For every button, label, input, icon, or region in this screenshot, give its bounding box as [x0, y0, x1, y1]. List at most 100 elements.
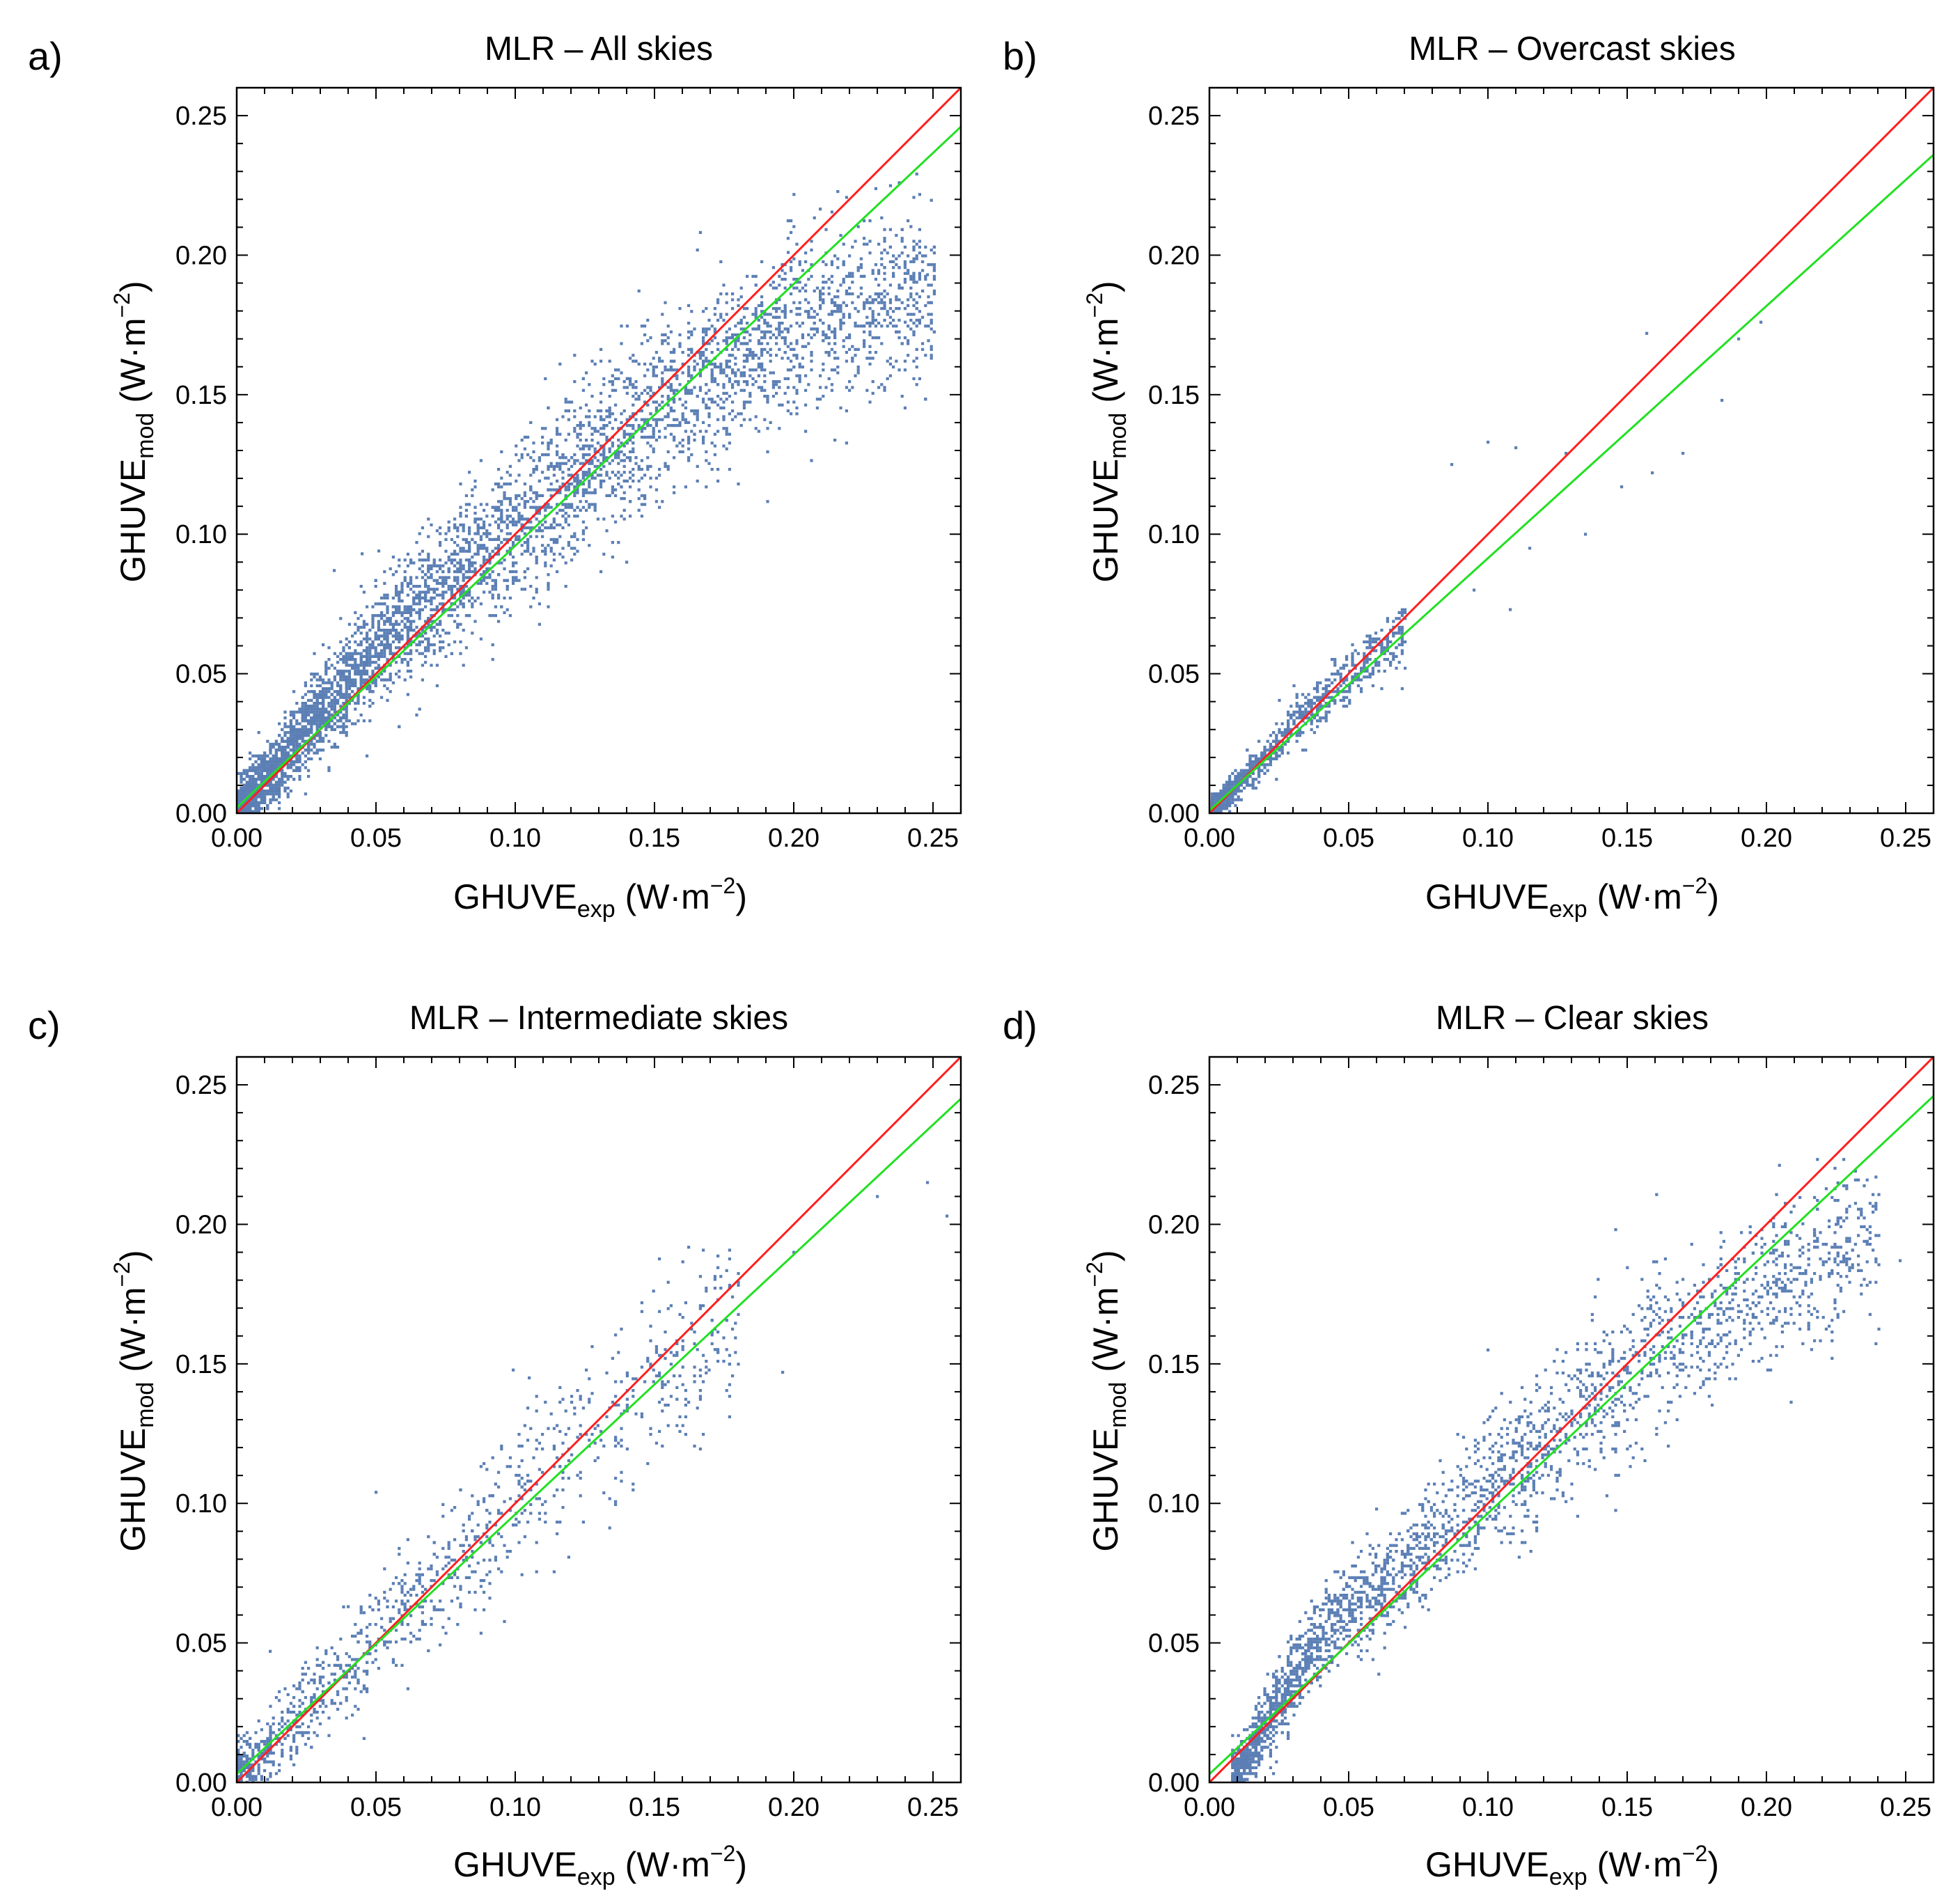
scatter-point [605, 529, 609, 533]
scatter-point [719, 371, 723, 375]
scatter-point [751, 274, 755, 278]
scatter-point [485, 515, 489, 518]
scatter-point [515, 523, 518, 526]
scatter-point [588, 415, 591, 418]
scatter-point [608, 494, 611, 497]
scatter-point [242, 807, 246, 810]
scatter-point [681, 450, 684, 453]
scatter-point [593, 447, 597, 450]
scatter-point [383, 622, 386, 626]
scatter-point [547, 464, 550, 468]
scatter-point [921, 315, 925, 319]
scatter-point [558, 508, 562, 512]
scatter-point [307, 713, 311, 716]
scatter-point [345, 690, 348, 693]
scatter-point [792, 225, 796, 228]
scatter-point [675, 424, 679, 428]
scatter-point [517, 459, 521, 462]
scatter-point [459, 547, 462, 550]
scatter-point [500, 541, 503, 544]
scatter-point [652, 366, 655, 369]
scatter-point [599, 479, 603, 483]
scatter-point [549, 547, 553, 550]
scatter-point [263, 769, 267, 772]
scatter-point [301, 739, 304, 743]
scatter-point [386, 687, 389, 691]
scatter-point [508, 515, 512, 518]
scatter-point [251, 810, 255, 813]
scatter-point [664, 368, 667, 372]
scatter-point [485, 547, 489, 550]
scatter-point [304, 681, 307, 684]
scatter-point [366, 687, 369, 691]
scatter-point [687, 389, 691, 392]
scatter-point [819, 318, 822, 322]
scatter-point [430, 564, 433, 567]
scatter-point [339, 725, 343, 728]
scatter-point [415, 611, 418, 614]
scatter-point [810, 368, 813, 372]
scatter-point [877, 269, 881, 272]
scatter-point [447, 520, 450, 524]
scatter-point [702, 400, 705, 404]
scatter-point [330, 664, 334, 667]
scatter-point [471, 602, 474, 606]
scatter-point [915, 347, 918, 351]
scatter-point [719, 406, 723, 409]
scatter-point [251, 766, 255, 769]
scatter-point [389, 629, 392, 632]
scatter-point [754, 427, 758, 430]
scatter-point [368, 649, 372, 652]
scatter-point [930, 198, 933, 202]
scatter-point [815, 286, 819, 290]
scatter-point [322, 722, 325, 726]
scatter-point [673, 485, 676, 489]
scatter-point [848, 292, 852, 296]
scatter-point [292, 710, 296, 714]
scatter-point [696, 249, 699, 252]
scatter-point [292, 716, 296, 720]
scatter-point [775, 301, 778, 304]
scatter-point [769, 330, 772, 334]
scatter-point [283, 775, 287, 778]
scatter-point [418, 599, 421, 603]
scatter-point [339, 705, 343, 708]
scatter-point [520, 552, 524, 556]
scatter-point [851, 292, 854, 296]
scatter-point [690, 351, 693, 354]
scatter-point [520, 517, 524, 521]
scatter-point [877, 283, 881, 287]
scatter-point [658, 359, 661, 363]
scatter-point [713, 336, 716, 340]
scatter-point [383, 646, 386, 650]
scatter-point [345, 654, 348, 658]
scatter-point [295, 739, 299, 743]
scatter-point [520, 515, 524, 518]
scatter-point [903, 359, 907, 363]
scatter-point [354, 669, 357, 673]
scatter-point [710, 371, 714, 375]
scatter-point [666, 395, 670, 398]
scatter-point [722, 283, 726, 287]
scatter-point [351, 654, 354, 658]
scatter-point [658, 430, 661, 433]
scatter-point [476, 532, 480, 535]
scatter-point [269, 781, 272, 784]
scatter-point [330, 746, 334, 749]
scatter-point [281, 728, 284, 731]
scatter-point [646, 403, 650, 407]
scatter-point [713, 366, 716, 369]
scatter-point [742, 380, 746, 384]
scatter-point [523, 526, 526, 530]
scatter-point [269, 792, 272, 796]
scatter-point [661, 371, 664, 375]
scatter-point [1231, 795, 1234, 799]
scatter-point [819, 289, 822, 292]
scatter-point [366, 652, 369, 655]
scatter-point [476, 544, 480, 547]
scatter-point [737, 383, 740, 386]
scatter-point [1400, 687, 1404, 691]
scatter-point [464, 593, 468, 597]
scatter-point [897, 286, 901, 290]
scatter-point [643, 494, 647, 497]
